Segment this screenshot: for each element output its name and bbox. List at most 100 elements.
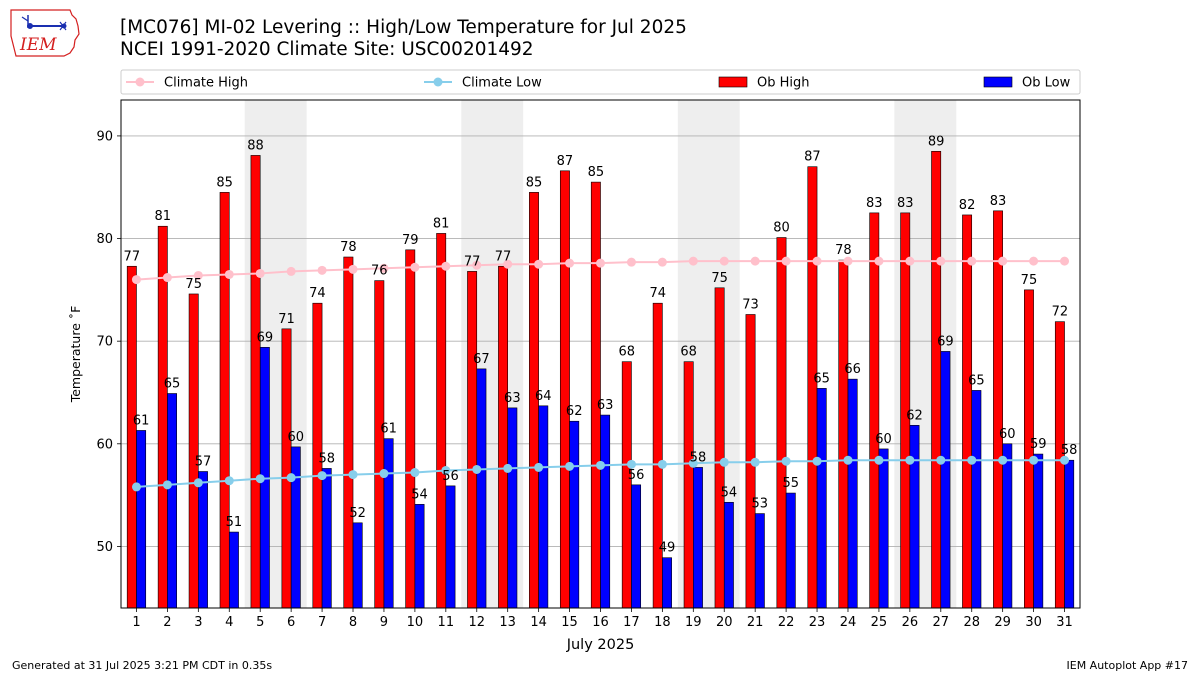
ob-high-label: 76 (371, 264, 388, 279)
ob-low-bar (352, 522, 363, 609)
ob-low-labels: 61 65 57 51 69 60 58 52 61 54 56 67 63 64 62 63 56 49 58 54… (133, 330, 1078, 555)
x-tick-label: 9 (380, 615, 388, 630)
climate-low-point (379, 469, 389, 479)
ob-low-label: 61 (133, 413, 150, 428)
climate-high-point (441, 261, 451, 271)
climate-high-point (719, 256, 729, 266)
climate-low-point (224, 476, 234, 486)
ob-low-label: 61 (380, 422, 397, 437)
climate-low-point (472, 464, 482, 474)
climate-low-point (936, 455, 946, 465)
ob-high-label: 75 (711, 271, 728, 286)
ob-low-bar (383, 438, 394, 609)
x-tick-label: 11 (438, 615, 455, 630)
ob-high-label: 89 (928, 134, 945, 149)
legend-label: Ob High (757, 76, 810, 91)
climate-low-point (657, 459, 667, 469)
climate-low-point (1029, 455, 1039, 465)
ob-high-label: 74 (309, 286, 326, 301)
climate-low-point (626, 459, 636, 469)
climate-high-point (410, 262, 420, 272)
ob-high-label: 82 (959, 198, 976, 213)
x-tick-label: 8 (349, 615, 357, 630)
ob-high-label: 75 (185, 277, 202, 292)
climate-high-point (348, 264, 358, 274)
ob-low-bar (816, 388, 827, 609)
ob-low-bar (909, 425, 920, 609)
climate-high-point (162, 273, 172, 283)
ob-low-label: 52 (349, 506, 366, 521)
ob-high-bar (683, 361, 694, 609)
ob-high-bar (250, 155, 261, 609)
ob-high-label: 80 (773, 221, 790, 236)
ob-high-label: 87 (804, 150, 821, 165)
climate-low-point (1060, 455, 1070, 465)
ob-high-bar (776, 237, 787, 609)
weather-station-icon (21, 15, 67, 31)
climate-low-point (534, 462, 544, 472)
ob-low-label: 53 (752, 497, 769, 512)
ob-high-bar (1054, 321, 1065, 609)
x-tick-label: 28 (963, 615, 980, 630)
ob-low-label: 69 (257, 330, 274, 345)
iem-logo: IEM (10, 9, 80, 57)
x-tick-label: 4 (225, 615, 233, 630)
ob-high-bars (126, 151, 1065, 609)
climate-high-point (131, 275, 141, 285)
climate-high-point (534, 259, 544, 269)
ob-low-bar (290, 446, 301, 609)
climate-high-line (131, 256, 1070, 285)
ob-low-label: 67 (473, 352, 490, 367)
ob-high-bar (436, 233, 447, 609)
ob-low-label: 65 (813, 371, 830, 386)
climate-high-point (503, 259, 513, 269)
ob-low-bar (662, 557, 672, 609)
ob-low-bar (1064, 459, 1075, 609)
ob-high-label: 73 (742, 297, 759, 312)
legend-swatch-bar (718, 76, 748, 88)
ob-low-bar (940, 351, 951, 609)
climate-low-point (719, 457, 729, 467)
ob-high-label: 78 (340, 240, 357, 255)
climate-low-point (750, 457, 760, 467)
climate-high-point (750, 256, 760, 266)
x-tick-label: 30 (1025, 615, 1042, 630)
x-tick-label: 16 (592, 615, 609, 630)
climate-low-point (255, 474, 265, 484)
legend-label: Climate Low (462, 76, 542, 91)
climate-high-point (874, 256, 884, 266)
ob-high-bar (838, 259, 849, 609)
ob-low-label: 49 (659, 541, 676, 556)
climate-low-point (812, 456, 822, 466)
ob-low-bar (631, 484, 642, 609)
ob-high-bar (931, 151, 942, 609)
climate-low-point (781, 456, 791, 466)
x-tick-label: 20 (716, 615, 733, 630)
x-tick-label: 29 (994, 615, 1011, 630)
ob-high-bar (590, 181, 601, 609)
ob-high-bar (405, 249, 416, 609)
climate-low-point (441, 465, 451, 475)
chart-title: [MC076] MI-02 Levering :: High/Low Tempe… (120, 17, 687, 38)
ob-low-label: 55 (782, 476, 799, 491)
x-tick-label: 7 (318, 615, 326, 630)
y-tick-label: 60 (96, 437, 113, 452)
ob-high-bar (126, 265, 137, 609)
x-tick-label: 12 (468, 615, 485, 630)
ob-high-label: 77 (464, 254, 481, 269)
climate-high-point (905, 256, 915, 266)
ob-low-bar (1033, 453, 1044, 609)
ob-high-bar (374, 280, 385, 609)
climate-high-point (843, 256, 853, 266)
climate-low-point (843, 455, 853, 465)
x-tick-label: 15 (561, 615, 578, 630)
legend-box (120, 69, 1081, 95)
ob-low-bar (569, 420, 580, 609)
x-tick-label: 23 (809, 615, 826, 630)
ob-low-label: 60 (875, 432, 892, 447)
climate-low-point (967, 455, 977, 465)
climate-high-point (1060, 256, 1070, 266)
ob-low-bar (723, 501, 734, 609)
ob-low-bar (847, 378, 858, 609)
